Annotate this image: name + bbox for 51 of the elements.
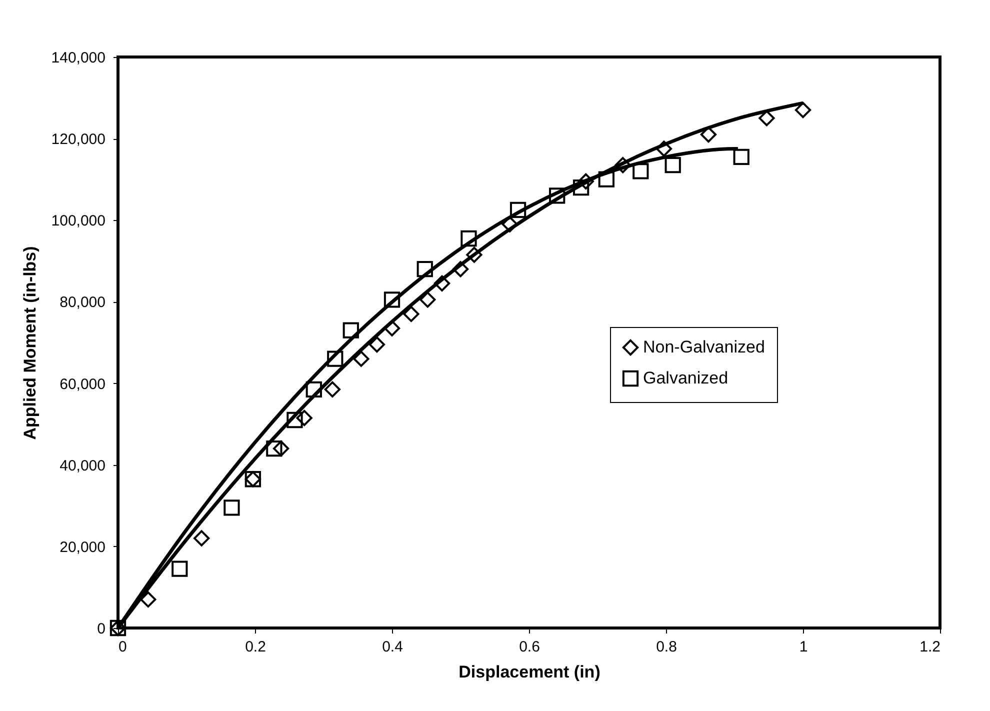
point [224, 500, 240, 516]
point [172, 560, 188, 577]
y-tick-label: 60,000 [60, 376, 106, 393]
legend-label: Non-Galvanized [643, 338, 765, 356]
point [510, 202, 526, 218]
y-tick-label: 80,000 [60, 294, 106, 312]
point [194, 530, 210, 546]
point [324, 381, 340, 398]
x-tick-label: 0.2 [245, 638, 266, 656]
y-axis-title: Applied Moment (in-lbs) [20, 246, 40, 440]
x-tick-label: 0 [118, 638, 127, 656]
point [416, 261, 433, 278]
point [403, 306, 420, 322]
x-tick-label: 1.2 [920, 638, 940, 656]
point [758, 110, 775, 126]
legend-label: Galvanized [643, 368, 728, 388]
x-tick-label: 0.4 [382, 638, 403, 656]
point [434, 275, 450, 292]
point [266, 440, 282, 457]
x-tick-label: 0.8 [656, 638, 677, 656]
x-tick-label: 0.6 [519, 638, 540, 656]
point [794, 102, 812, 118]
point [572, 179, 590, 196]
point [549, 188, 566, 204]
y-tick-label: 140,000 [51, 50, 106, 66]
y-tick-label: 20,000 [60, 538, 106, 556]
point [664, 157, 681, 174]
point [342, 322, 359, 338]
y-tick-label: 0 [97, 620, 106, 638]
point [598, 171, 614, 188]
point [140, 591, 156, 608]
y-tick-label: 100,000 [51, 212, 106, 230]
point [368, 336, 385, 353]
point [452, 261, 469, 278]
point [272, 440, 290, 457]
y-tick-label: 120,000 [51, 131, 106, 148]
x-tick-label: 1 [799, 638, 808, 656]
point [327, 350, 344, 367]
point [384, 292, 400, 308]
point [306, 381, 322, 398]
point [466, 246, 482, 263]
point [296, 410, 312, 426]
point [460, 230, 477, 247]
y-tick-label: 40,000 [60, 457, 106, 474]
point [353, 350, 370, 367]
x-axis-title: Displacement (in) [458, 662, 600, 682]
point [632, 163, 649, 180]
point [700, 126, 717, 143]
point [733, 148, 750, 165]
point [286, 412, 303, 428]
point [420, 292, 436, 308]
